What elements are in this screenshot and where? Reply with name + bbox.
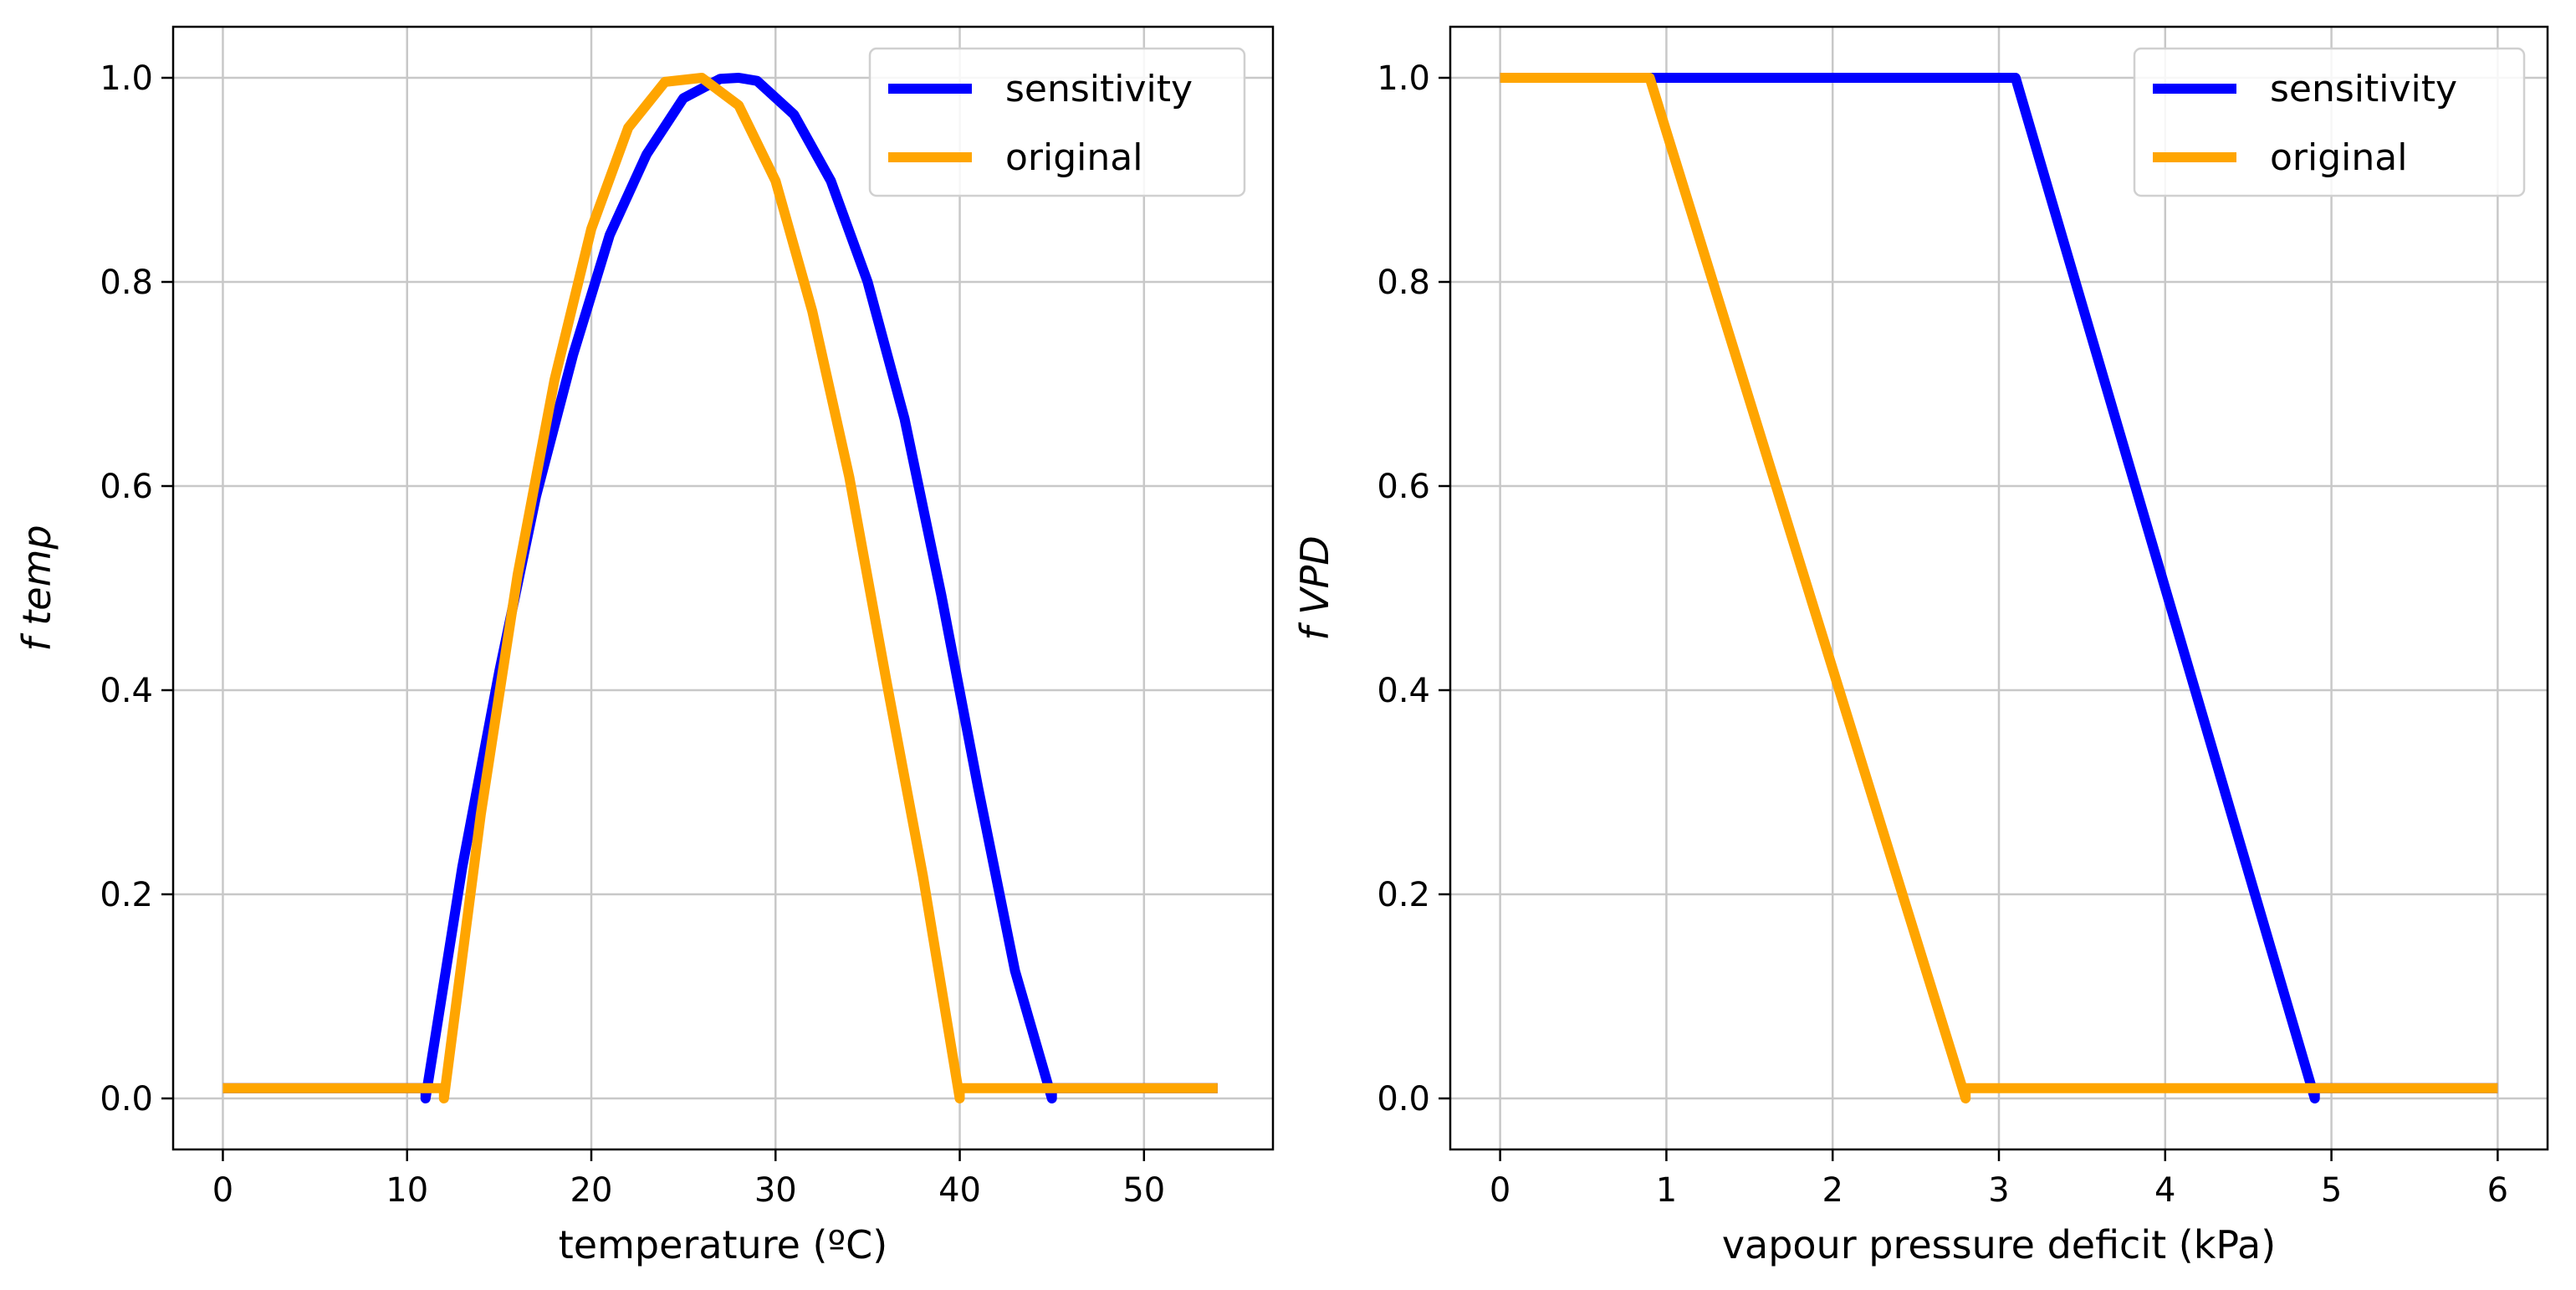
y-tick-label: 0.8	[1377, 264, 1430, 302]
y-tick-label: 0.6	[100, 468, 153, 506]
x-tick-label: 3	[1988, 1171, 2009, 1210]
x-tick-label: 40	[938, 1171, 981, 1210]
series-line-original	[222, 73, 1218, 1103]
x-tick-label: 0	[212, 1171, 233, 1210]
legend-label-sensitivity: sensitivity	[1005, 68, 1193, 110]
x-tick-label: 10	[386, 1171, 428, 1210]
legend-label-sensitivity: sensitivity	[2270, 68, 2457, 110]
x-tick-label: 4	[2154, 1171, 2175, 1210]
y-tick-label: 0.0	[100, 1080, 153, 1119]
y-tick-label: 0.8	[100, 264, 153, 302]
plot-frame	[171, 25, 1275, 1151]
x-tick-label: 6	[2487, 1171, 2508, 1210]
legend-label-original: original	[2270, 136, 2407, 179]
x-tick-label: 20	[570, 1171, 613, 1210]
vpd-chart: 0 1 2 3 4 5 6 0.0 0.2 0.4 0.6 0.8 1.0 vapour pressure…	[1292, 25, 2549, 1267]
x-tick-label: 2	[1822, 1171, 1843, 1210]
y-tick-label: 1.0	[100, 59, 153, 98]
y-tick-label: 0.4	[100, 672, 153, 710]
x-tick-label: 50	[1122, 1171, 1165, 1210]
legend: sensitivity original	[868, 47, 1246, 197]
y-tick-label: 0.2	[100, 876, 153, 914]
y-axis-label: f temp	[14, 525, 59, 651]
y-tick-label: 0.6	[1377, 468, 1430, 506]
x-tick-label: 5	[2321, 1171, 2342, 1210]
x-axis-label: vapour pressure deficit (kPa)	[1722, 1222, 2276, 1267]
y-tick-label: 0.4	[1377, 672, 1430, 710]
x-tick-label: 0	[1490, 1171, 1510, 1210]
series-line-sensitivity	[222, 73, 1218, 1103]
y-axis-label: f VPD	[1292, 535, 1337, 640]
legend: sensitivity original	[2133, 47, 2526, 197]
y-tick-label: 0.0	[1377, 1080, 1430, 1119]
y-tick-label: 1.0	[1377, 59, 1430, 98]
x-tick-label: 1	[1656, 1171, 1677, 1210]
temperature-chart: 0 10 20 30 40 50 0.0 0.2 0.4 0.6 0.8 1.0 temperature…	[14, 25, 1275, 1267]
series-line-original	[1500, 73, 2498, 1103]
x-tick-label: 30	[754, 1171, 797, 1210]
x-axis-label: temperature (ºC)	[559, 1222, 887, 1267]
y-tick-label: 0.2	[1377, 876, 1430, 914]
legend-label-original: original	[1005, 136, 1142, 179]
